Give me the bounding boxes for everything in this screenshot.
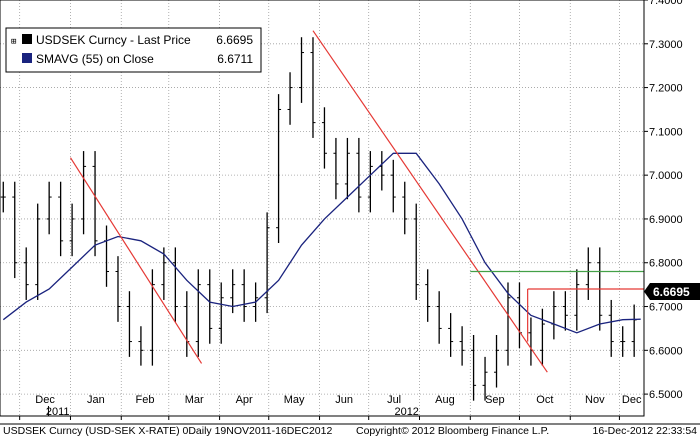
y-tick-label: 6.7000 — [649, 302, 683, 314]
y-tick-label: 7.3000 — [649, 39, 683, 51]
last-price-pointer — [644, 283, 700, 300]
y-tick-label: 6.6000 — [649, 345, 683, 357]
last-price-label: 6.6695 — [653, 285, 690, 299]
x-tick-label: Oct — [536, 394, 553, 406]
legend-value-sma: 6.6711 — [217, 52, 253, 66]
y-tick-label: 7.1000 — [649, 126, 683, 138]
legend-label-sma: SMAVG (55) on Close — [36, 52, 154, 66]
price-series — [0, 37, 637, 401]
footer-center: Copyright© 2012 Bloomberg Finance L.P. — [356, 425, 549, 437]
legend-value-price: 6.6695 — [216, 33, 253, 47]
sma-line — [2, 152, 641, 334]
x-year-label: 2012 — [394, 406, 418, 418]
x-tick-label: Dec — [35, 394, 55, 406]
legend: ⊞ USDSEK Curncy - Last Price 6.6695 SMAV… — [5, 27, 262, 73]
footer-left: USDSEK Curncy (USD-SEK X-RATE) 0Daily 19… — [3, 425, 332, 437]
legend-label-price: USDSEK Curncy - Last Price — [36, 33, 191, 47]
legend-swatch-price — [22, 34, 32, 44]
legend-swatch-sma — [22, 53, 32, 63]
x-tick-label: Feb — [136, 394, 155, 406]
footer-right: 16-Dec-2012 22:33:54 — [593, 425, 698, 437]
x-tick-label: Dec — [622, 394, 642, 406]
y-tick-label: 7.4000 — [649, 0, 683, 7]
x-year-label: 2011 — [46, 406, 70, 418]
footer: USDSEK Curncy (USD-SEK X-RATE) 0Daily 19… — [0, 423, 700, 437]
y-tick-label: 6.5000 — [649, 389, 683, 401]
y-tick-label: 6.9000 — [649, 214, 683, 226]
plot-frame — [0, 0, 645, 417]
sma-series — [2, 152, 641, 334]
x-tick-label: Jul — [387, 394, 401, 406]
y-tick-label: 7.2000 — [649, 83, 683, 95]
x-tick-label: Aug — [435, 394, 455, 406]
x-axis: Dec Jan Feb Mar Apr May Jun Jul Aug Sep Oct Nov Dec2… — [19, 394, 642, 420]
legend-box — [5, 27, 262, 73]
y-tick-label: 7.0000 — [649, 170, 683, 182]
x-tick-label: Apr — [236, 394, 253, 406]
grid — [0, 0, 644, 416]
x-tick-label: May — [284, 394, 305, 406]
x-tick-label: Sep — [485, 394, 505, 406]
trendline — [69, 157, 203, 364]
last-price-marker: 6.6695 — [644, 283, 700, 300]
legend-toggle-icon[interactable]: ⊞ — [11, 37, 16, 47]
y-tick-label: 6.8000 — [649, 258, 683, 270]
x-tick-label: Jan — [87, 394, 105, 406]
x-tick-label: Nov — [585, 394, 605, 406]
y-axis: 6.5000 6.6000 6.7000 6.8000 6.9000 7.0000 7.10… — [644, 0, 683, 401]
x-tick-label: Mar — [185, 394, 204, 406]
annotations — [69, 30, 644, 373]
trendline — [312, 30, 548, 373]
x-tick-label: Jun — [335, 394, 353, 406]
